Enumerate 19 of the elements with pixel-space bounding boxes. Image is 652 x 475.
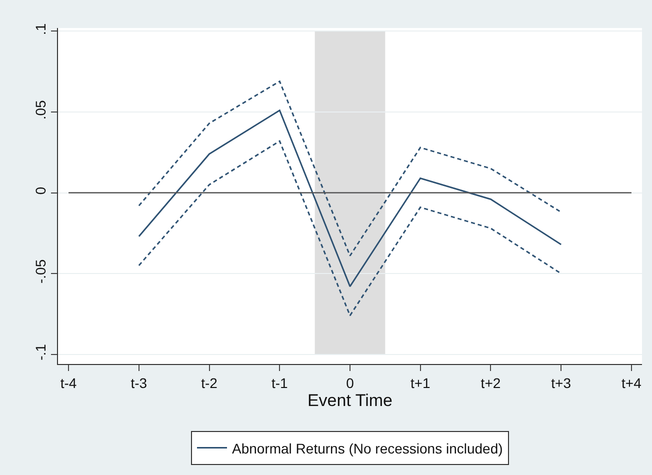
- y-tick-label: .05: [32, 100, 48, 120]
- y-tick-label: -.1: [32, 344, 48, 360]
- line-series: [138, 140, 562, 316]
- x-tick-label: 0: [346, 374, 354, 391]
- x-tick-label: t+2: [480, 374, 501, 391]
- x-tick-label: t-2: [201, 374, 218, 391]
- line-series: [138, 80, 562, 257]
- x-tick-label: t-1: [271, 374, 288, 391]
- x-axis-title: Event Time: [307, 390, 393, 410]
- x-tick-label: t-4: [60, 374, 77, 391]
- legend-label: Abnormal Returns (No recessions included): [232, 440, 503, 456]
- y-tick-label: -.05: [32, 259, 48, 284]
- x-tick-label: t+3: [551, 374, 572, 391]
- line-series: [138, 110, 562, 288]
- x-tick-label: t+1: [410, 374, 430, 391]
- x-tick-label: t+4: [622, 374, 642, 391]
- y-tick-label: 0: [32, 186, 48, 195]
- y-tick-label: .1: [32, 23, 48, 35]
- x-tick-label: t-3: [130, 374, 148, 391]
